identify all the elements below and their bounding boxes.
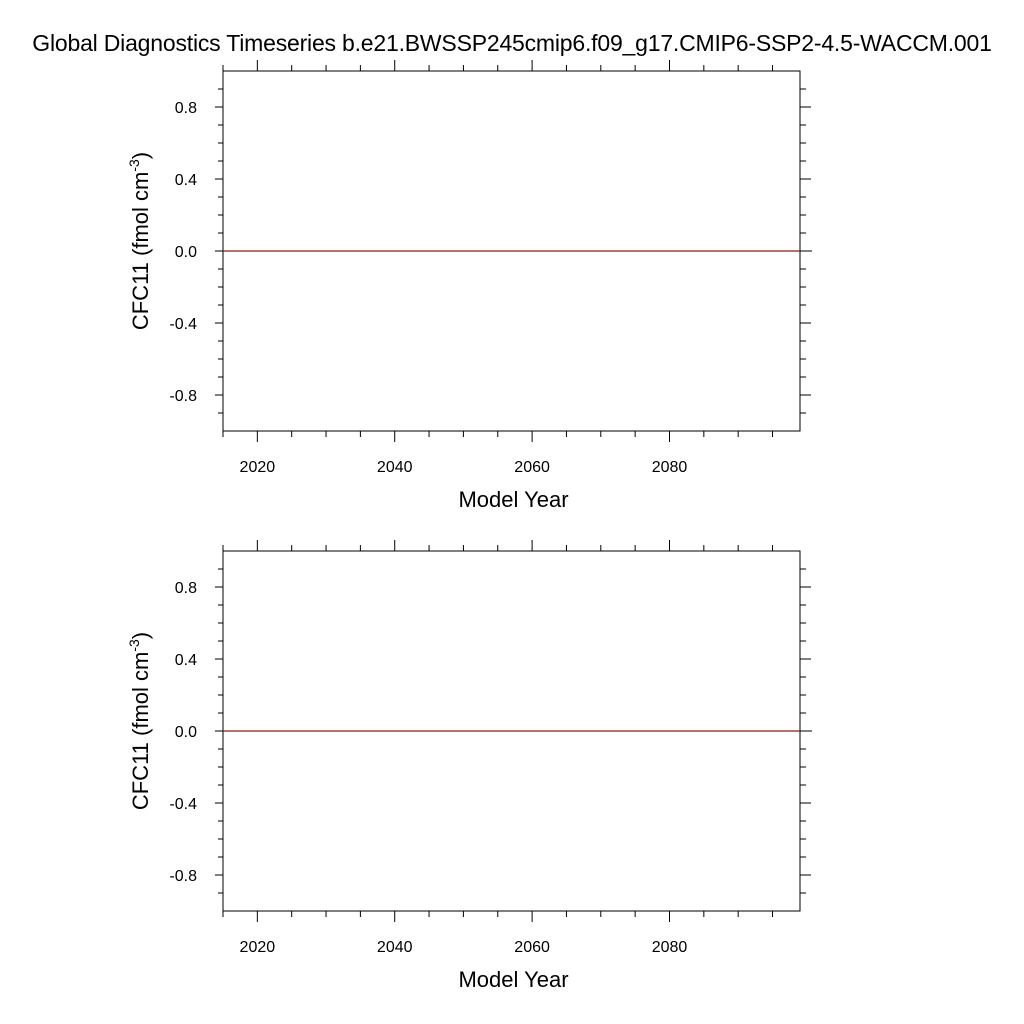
x-tick-label: 2080 [652,459,688,476]
x-tick-label: 2020 [240,939,276,956]
y-tick-label: 0.4 [175,172,197,189]
x-tick-label: 2060 [514,939,550,956]
chart-panel-top: 2020 2040 2060 2080 0.8 0.4 0.0 -0.4 -0.8 Model Y… [126,60,812,512]
y-tick-label: -0.4 [169,796,197,813]
x-tick-label: 2020 [240,459,276,476]
x-tick-label: 2060 [514,459,550,476]
y-axis-label-main: CFC11 (fmol cm [128,172,153,331]
y-axis-label: CFC11 (fmol cm-3) [126,632,153,810]
y-tick-label: -0.4 [169,316,197,333]
y-axis-label-close: ) [128,152,153,159]
y-tick-label: 0.8 [175,580,197,597]
y-axis-label-main: CFC11 (fmol cm [128,652,153,811]
y-tick-label: 0.4 [175,652,197,669]
x-axis-label: Model Year [458,967,568,992]
y-tick-label: -0.8 [169,868,197,885]
x-tick-label: 2040 [377,939,413,956]
page-title: Global Diagnostics Timeseries b.e21.BWSS… [32,30,992,56]
chart-panel-bottom: 2020 2040 2060 2080 0.8 0.4 0.0 -0.4 -0.8 Model Y… [126,540,812,992]
y-axis-label-superscript: -3 [126,639,142,652]
y-tick-label: -0.8 [169,388,197,405]
x-tick-label: 2040 [377,459,413,476]
y-axis-label: CFC11 (fmol cm-3) [126,152,153,330]
x-axis-label: Model Year [458,487,568,512]
y-axis-label-superscript: -3 [126,159,142,172]
y-tick-label: 0.0 [175,244,197,261]
x-tick-label: 2080 [652,939,688,956]
y-tick-label: 0.0 [175,724,197,741]
y-tick-label: 0.8 [175,100,197,117]
y-axis-label-close: ) [128,632,153,639]
